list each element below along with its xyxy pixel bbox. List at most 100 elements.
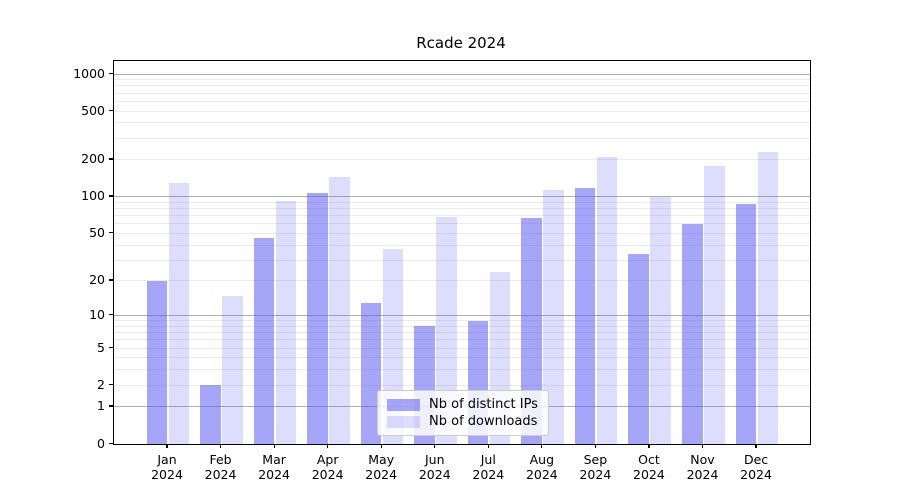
gridline-minor (114, 339, 810, 341)
bar-distinct-ips (628, 253, 649, 444)
gridline-minor (114, 122, 810, 124)
bar-distinct-ips (682, 223, 703, 444)
gridline-minor (114, 223, 810, 225)
y-tick-label: 5 (97, 339, 105, 355)
y-tick-mark (109, 195, 113, 197)
x-tick-label: Jan 2024 (151, 452, 183, 482)
y-tick-mark (109, 279, 113, 281)
y-tick-label: 10 (89, 307, 105, 323)
y-tick-label: 100 (81, 188, 105, 204)
bar-downloads (543, 190, 564, 444)
bar-distinct-ips (521, 218, 542, 444)
gridline-minor (114, 357, 810, 359)
gridline-minor (114, 280, 810, 282)
gridline-minor (114, 259, 810, 261)
bar-downloads (436, 217, 457, 444)
y-tick-label: 20 (89, 272, 105, 288)
y-tick-label: 0 (97, 435, 105, 451)
gridline-minor (114, 332, 810, 334)
x-tick-mark (701, 444, 704, 448)
gridline-major (114, 196, 810, 198)
gridline-minor (114, 369, 810, 371)
legend-swatch-downloads (387, 415, 420, 428)
x-tick-mark (648, 444, 650, 448)
gridline-minor (114, 244, 810, 246)
gridline-minor (114, 384, 810, 386)
bar-downloads (650, 196, 671, 444)
y-tick-label: 200 (81, 151, 105, 167)
x-tick-mark (273, 444, 275, 448)
y-tick-mark (109, 231, 113, 234)
y-tick-label: 50 (89, 224, 105, 240)
gridline-minor (114, 232, 810, 234)
x-tick-mark (166, 444, 168, 448)
x-tick-label: Jul 2024 (472, 452, 505, 482)
y-tick-label: 2 (97, 376, 105, 392)
x-tick-label: Feb 2024 (204, 452, 237, 482)
bar-downloads (275, 201, 297, 444)
x-tick-mark (380, 444, 382, 448)
gridline-major (114, 315, 810, 317)
bar-distinct-ips (200, 385, 221, 444)
x-tick-label: Aug 2024 (525, 452, 558, 482)
x-tick-label: Mar 2024 (258, 452, 290, 482)
x-tick-mark (755, 444, 757, 448)
legend-swatch-distinct-ips (387, 398, 420, 411)
bar-downloads (168, 182, 189, 444)
x-tick-mark (487, 444, 489, 448)
bar-downloads (222, 295, 243, 444)
gridline-minor (114, 320, 810, 322)
gridline-minor (114, 347, 810, 349)
bar-distinct-ips (146, 280, 167, 444)
x-tick-label: Apr 2024 (311, 452, 344, 482)
plot-area: Nb of distinct IPs Nb of downloads (113, 60, 811, 445)
gridline-minor (114, 100, 810, 102)
bar-distinct-ips (307, 193, 328, 444)
x-tick-label: May 2024 (365, 452, 398, 482)
gridline-minor (114, 201, 810, 203)
x-tick-mark (327, 444, 329, 448)
gridline-minor (114, 137, 810, 139)
gridline-minor (114, 85, 810, 87)
x-tick-label: Dec 2024 (740, 452, 772, 482)
y-tick-mark (109, 383, 113, 385)
y-tick-mark (109, 72, 113, 74)
gridline-minor (114, 208, 810, 210)
bar-downloads (704, 166, 725, 444)
bar-distinct-ips (574, 188, 596, 444)
gridline-minor (114, 79, 810, 81)
bar-distinct-ips (735, 203, 757, 444)
y-tick-mark (109, 109, 113, 111)
x-tick-mark (541, 444, 543, 448)
x-tick-label: Oct 2024 (633, 452, 665, 482)
bar-downloads (596, 157, 618, 444)
y-tick-mark (109, 158, 113, 160)
y-tick-label: 1000 (73, 65, 105, 81)
y-tick-label: 500 (81, 102, 105, 118)
legend: Nb of distinct IPs Nb of downloads (377, 390, 549, 436)
bar-distinct-ips (360, 302, 382, 444)
y-tick-mark (109, 346, 113, 348)
x-tick-label: Sep 2024 (579, 452, 612, 482)
bar-distinct-ips (253, 237, 275, 444)
bar-downloads (329, 177, 350, 444)
x-tick-mark (594, 444, 596, 448)
legend-label: Nb of downloads (429, 414, 538, 429)
gridline-major (114, 73, 810, 75)
chart-title: Rcade 2024 (416, 34, 506, 52)
legend-label: Nb of distinct IPs (429, 397, 538, 412)
gridline-minor (114, 159, 810, 161)
x-tick-label: Jun 2024 (418, 452, 451, 482)
x-tick-label: Nov 2024 (686, 452, 719, 482)
y-tick-mark (109, 405, 113, 407)
y-tick-label: 1 (97, 398, 105, 414)
gridline-minor (114, 215, 810, 217)
y-tick-mark (109, 442, 113, 444)
gridline-minor (114, 110, 810, 112)
y-tick-mark (109, 314, 113, 316)
legend-item: Nb of downloads (387, 413, 538, 430)
gridline-minor (114, 92, 810, 94)
x-tick-mark (434, 444, 436, 448)
legend-item: Nb of distinct IPs (387, 396, 538, 413)
